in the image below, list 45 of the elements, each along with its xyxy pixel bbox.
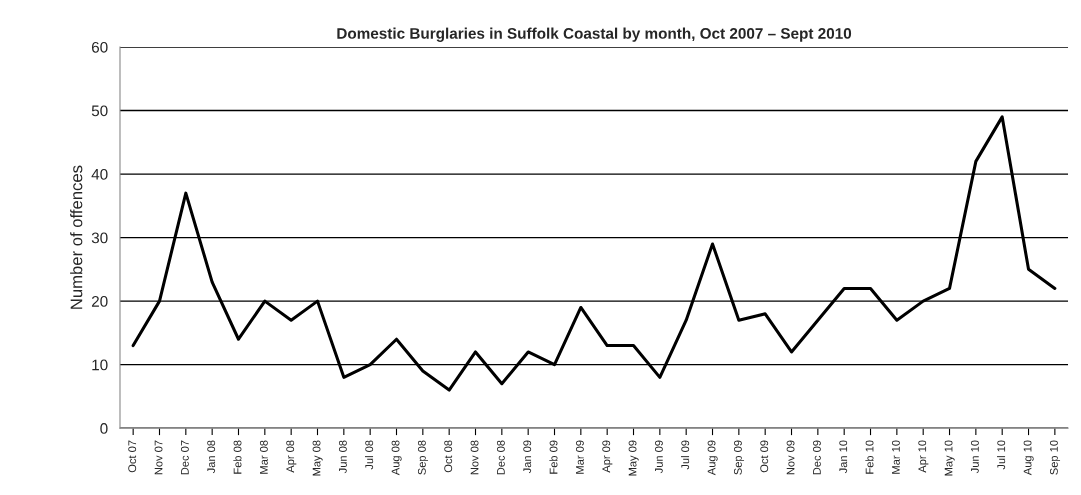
x-tick-label: Dec 07 bbox=[180, 440, 189, 475]
x-tick-label: Mar 08 bbox=[259, 440, 268, 474]
chart-title: Domestic Burglaries in Suffolk Coastal by month, Oct 2007 – Sept 2010 bbox=[337, 27, 852, 42]
x-tick-label: Nov 07 bbox=[154, 440, 163, 475]
y-tick-label: 30 bbox=[91, 232, 108, 244]
x-tick-label: May 09 bbox=[628, 440, 639, 476]
x-tick-label: Aug 10 bbox=[1023, 440, 1034, 476]
x-tick-label: Apr 08 bbox=[286, 440, 297, 473]
x-tick-label: Nov 09 bbox=[786, 440, 795, 475]
x-tick-label: Apr 09 bbox=[602, 440, 613, 473]
y-axis-title: Number of offences bbox=[70, 165, 83, 309]
x-tick-label: Mar 10 bbox=[891, 440, 900, 474]
x-tick-label: Sep 10 bbox=[1049, 440, 1061, 475]
x-tick-label: Nov 08 bbox=[470, 440, 479, 475]
y-tick-label: 20 bbox=[91, 295, 108, 307]
y-tick-label: 40 bbox=[91, 168, 108, 180]
x-tick-label: Oct 07 bbox=[128, 440, 137, 473]
x-tick-label: Sep 09 bbox=[733, 440, 745, 475]
y-tick-label: 50 bbox=[91, 105, 108, 117]
x-tick-label: May 10 bbox=[944, 440, 955, 476]
y-tick-label: 0 bbox=[100, 423, 108, 434]
x-tick-label: Apr 10 bbox=[918, 440, 929, 473]
x-tick-label: Jun 09 bbox=[654, 440, 663, 474]
x-tick-label: Jan 09 bbox=[523, 440, 532, 474]
x-tick-label: Jul 09 bbox=[681, 440, 690, 470]
y-tick-label: 10 bbox=[92, 359, 108, 371]
x-tick-label: Jul 10 bbox=[997, 440, 1006, 470]
x-tick-label: Jan 08 bbox=[207, 440, 216, 474]
x-tick-label: Dec 09 bbox=[812, 440, 821, 475]
x-tick-label: May 08 bbox=[312, 440, 323, 476]
x-tick-label: Dec 08 bbox=[496, 440, 505, 475]
y-tick-label: 60 bbox=[91, 41, 108, 53]
x-tick-label: Aug 08 bbox=[391, 440, 402, 476]
x-tick-label: Oct 09 bbox=[760, 440, 769, 473]
x-tick-label: Oct 08 bbox=[444, 440, 453, 473]
x-tick-label: Feb 10 bbox=[865, 440, 874, 474]
x-tick-label: Feb 08 bbox=[233, 440, 242, 474]
x-tick-label: Feb 09 bbox=[549, 440, 558, 474]
x-tick-label: Mar 09 bbox=[575, 440, 584, 474]
x-tick-label: Jun 10 bbox=[970, 440, 979, 474]
x-tick-label: Jul 08 bbox=[364, 440, 374, 470]
x-tick-label: Jan 10 bbox=[839, 440, 848, 474]
x-tick-label: Jun 08 bbox=[338, 440, 347, 474]
x-tick-label: Sep 08 bbox=[417, 440, 429, 475]
x-tick-label: Aug 09 bbox=[707, 440, 718, 476]
